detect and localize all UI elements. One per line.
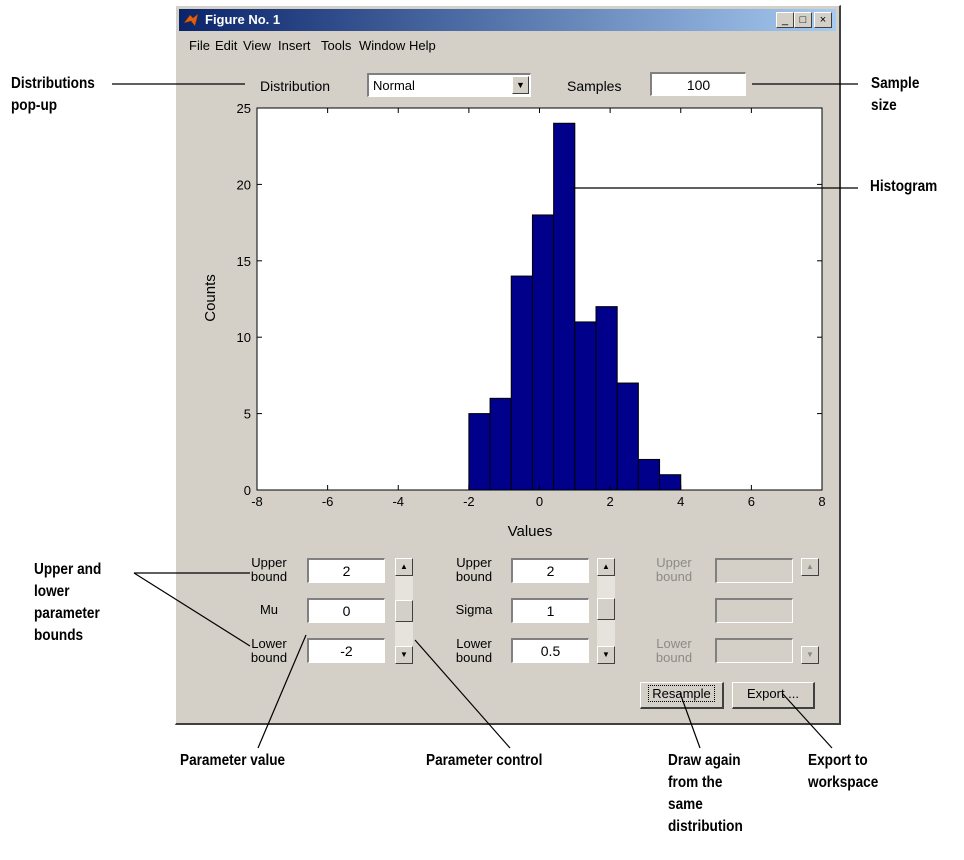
- p2-upper-field[interactable]: 2: [511, 558, 589, 583]
- histogram-bar: [595, 306, 618, 491]
- annotation-sample-size: Sample size: [871, 75, 920, 114]
- histogram-bar: [616, 382, 639, 491]
- y-tick-label: 15: [237, 254, 251, 269]
- distribution-value: Normal: [373, 78, 415, 93]
- histogram-bar: [637, 458, 661, 491]
- y-tick-label: 10: [237, 330, 251, 345]
- maximize-icon[interactable]: □: [794, 12, 812, 28]
- x-tick-label: 6: [748, 494, 755, 509]
- scroll-down-icon[interactable]: ▼: [597, 646, 615, 664]
- p3-lower-label: Lower bound: [655, 636, 693, 665]
- y-tick-label: 5: [244, 407, 251, 422]
- histogram-bar: [468, 413, 491, 491]
- menu-edit[interactable]: Edit: [215, 38, 238, 53]
- minimize-icon[interactable]: _: [776, 12, 794, 28]
- scroll-thumb[interactable]: [395, 600, 413, 622]
- menu-file[interactable]: File: [189, 38, 210, 53]
- x-tick-label: -8: [251, 494, 263, 509]
- p3-lower-field: [715, 638, 793, 663]
- annotation-param-value: Parameter value: [180, 752, 286, 769]
- y-axis-label: Counts: [202, 274, 219, 322]
- x-tick-label: 2: [607, 494, 614, 509]
- x-tick-label: -2: [463, 494, 475, 509]
- p2-upper-label: Upper bound: [455, 555, 493, 584]
- annotation-param-control: Parameter control: [426, 752, 543, 769]
- y-tick-label: 25: [237, 101, 251, 116]
- p2-lower-label: Lower bound: [455, 636, 493, 665]
- histogram-bar: [531, 214, 555, 491]
- p3-upper-label: Upper bound: [655, 555, 693, 584]
- chevron-down-icon[interactable]: ▼: [512, 76, 529, 94]
- menu-bar: File Edit View Insert Tools Window Help: [179, 34, 836, 54]
- close-icon[interactable]: ×: [814, 12, 832, 28]
- menu-tools[interactable]: Tools: [321, 38, 352, 53]
- x-axis-label: Values: [508, 523, 553, 540]
- p1-scrollbar[interactable]: ▲ ▼: [395, 558, 413, 664]
- histogram-bars: [468, 122, 682, 491]
- figure-window: Figure No. 1 _ □ × File Edit View Insert…: [175, 5, 841, 725]
- window-title: Figure No. 1: [205, 12, 281, 27]
- p1-value-field[interactable]: 0: [307, 598, 385, 623]
- annotation-export: Export to workspace: [808, 752, 879, 791]
- histogram-bar: [574, 321, 597, 491]
- p2-scrollbar[interactable]: ▲ ▼: [597, 558, 615, 664]
- annotation-draw-again: Draw again from the same distribution: [668, 752, 743, 835]
- annotation-bounds: Upper and lower parameter bounds: [34, 561, 102, 644]
- p3-upper-field: [715, 558, 793, 583]
- scroll-down-icon[interactable]: ▼: [395, 646, 413, 664]
- axis-ticks: -8 -6 -4 -2 0 2 4 6 8 0 5 10 15 20 25: [237, 101, 826, 509]
- x-tick-label: 4: [677, 494, 684, 509]
- menu-window[interactable]: Window: [359, 38, 406, 53]
- histogram-bar: [489, 397, 512, 491]
- resample-button[interactable]: Resample: [640, 682, 724, 709]
- distribution-label: Distribution: [260, 78, 331, 94]
- histogram-chart: -8 -6 -4 -2 0 2 4 6 8 0 5 10 15 20 25 Values Counts: [202, 101, 826, 540]
- samples-field[interactable]: 100: [650, 72, 746, 96]
- p2-lower-field[interactable]: 0.5: [511, 638, 589, 663]
- p2-name-label: Sigma: [455, 602, 493, 617]
- histogram-bar: [659, 474, 682, 491]
- y-tick-label: 0: [244, 483, 251, 498]
- p1-lower-label: Lower bound: [250, 636, 288, 665]
- distribution-select[interactable]: Normal ▼: [367, 73, 531, 97]
- matlab-logo-icon: [183, 12, 199, 28]
- scroll-thumb[interactable]: [597, 598, 615, 620]
- menu-help[interactable]: Help: [409, 38, 436, 53]
- p1-name-label: Mu: [259, 602, 279, 617]
- title-bar: Figure No. 1 _ □ ×: [179, 9, 836, 31]
- export-button[interactable]: Export ...: [732, 682, 815, 709]
- scroll-down-icon: ▼: [801, 646, 819, 664]
- p3-value-field: [715, 598, 793, 623]
- resample-label: Resample: [648, 685, 715, 702]
- histogram-bar: [510, 275, 533, 491]
- annotation-histogram: Histogram: [870, 178, 938, 195]
- scroll-up-icon: ▲: [801, 558, 819, 576]
- y-tick-label: 20: [237, 177, 251, 192]
- annotation-distributions: Distributions pop-up: [11, 75, 95, 114]
- p1-lower-field[interactable]: -2: [307, 638, 385, 663]
- x-tick-label: 8: [818, 494, 825, 509]
- x-tick-label: 0: [536, 494, 543, 509]
- x-tick-label: -6: [322, 494, 334, 509]
- p2-value-field[interactable]: 1: [511, 598, 589, 623]
- p1-upper-field[interactable]: 2: [307, 558, 385, 583]
- scroll-up-icon[interactable]: ▲: [597, 558, 615, 576]
- histogram-bar: [553, 122, 576, 491]
- p3-scrollbar: ▲ ▼: [801, 558, 819, 664]
- menu-view[interactable]: View: [243, 38, 271, 53]
- x-tick-label: -4: [392, 494, 404, 509]
- p1-upper-label: Upper bound: [250, 555, 288, 584]
- samples-label: Samples: [567, 78, 622, 94]
- menu-insert[interactable]: Insert: [278, 38, 311, 53]
- scroll-up-icon[interactable]: ▲: [395, 558, 413, 576]
